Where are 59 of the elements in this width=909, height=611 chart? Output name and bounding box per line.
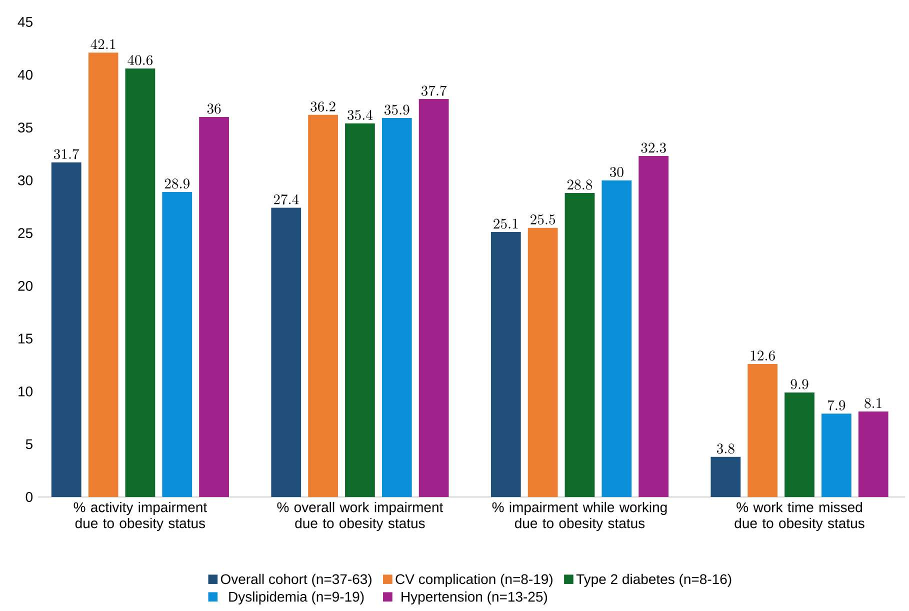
y-tick-label: 45 (18, 17, 32, 27)
y-tick-label: 35 (18, 122, 32, 133)
legend-label: Type 2 diabetes (n=8-16) (576, 574, 732, 587)
bar (308, 114, 338, 497)
bar (638, 156, 669, 497)
bar (710, 456, 741, 497)
data-label: 40.6 (128, 54, 153, 66)
bar (602, 180, 632, 497)
bar (858, 412, 888, 497)
data-label: 7.9 (828, 400, 846, 410)
y-tick-label: 5 (26, 439, 32, 450)
bar (490, 232, 521, 497)
legend-label: Dyslipidemia (n=9-19) (229, 591, 364, 604)
data-label: 42. 1 (90, 39, 116, 50)
data-label: 3.8 (716, 444, 734, 454)
bar (88, 52, 118, 497)
data-label: 12.6 (750, 350, 775, 361)
bar (199, 117, 229, 497)
y-tick-label: 0 (26, 492, 33, 502)
data-label: 36 (207, 104, 221, 114)
y-tick-label: 40 (18, 70, 33, 80)
data-label: 30 (610, 167, 624, 178)
y-tick-label: 15 (18, 334, 32, 344)
data-label: 9.9 (790, 379, 808, 390)
bar (418, 99, 449, 497)
data-label: 8. 1 (864, 398, 882, 408)
data-label: 32.3 (641, 142, 666, 153)
data-label: 25. 1 (494, 218, 518, 229)
bar (748, 364, 778, 497)
y-tick-label: 30 (18, 175, 33, 186)
y-tick-label: 10 (18, 386, 33, 396)
bar (564, 193, 595, 497)
bar (51, 162, 82, 497)
data-label: 37.7 (421, 86, 447, 96)
legend-label: Hypertension (n=13-25) (402, 591, 548, 604)
data-label: 28.9 (164, 178, 190, 189)
x-tick-label: % overall work impairment due to obesity status (277, 502, 444, 531)
bar (162, 192, 192, 497)
x-tick-label: % work time missed due to obesity status (734, 502, 864, 531)
legend-label: CV complication (n=8-19) (396, 574, 552, 587)
bar (271, 208, 302, 497)
x-tick-label: % activity impairment due to obesity status (74, 502, 207, 531)
bar (784, 392, 814, 497)
data-label: 25.5 (530, 214, 556, 225)
y-tick-label: 20 (18, 280, 33, 291)
legend-label: Overall cohort (n=37-63) (220, 574, 372, 587)
data-label: 35.4 (348, 110, 373, 120)
y-tick-label: 25 (18, 228, 32, 238)
x-tick-label: % impairment while working due to obesity status (492, 502, 667, 531)
data-label: 36.2 (310, 102, 336, 112)
data-label: 27.4 (274, 194, 299, 204)
bar (345, 123, 375, 497)
bar (125, 68, 156, 497)
data-label: 35.9 (384, 104, 410, 115)
bar (528, 228, 558, 497)
data-label: 28.8 (567, 180, 592, 190)
bar (821, 414, 852, 497)
bar (382, 118, 412, 497)
data-label: 31 .7 (54, 148, 80, 160)
